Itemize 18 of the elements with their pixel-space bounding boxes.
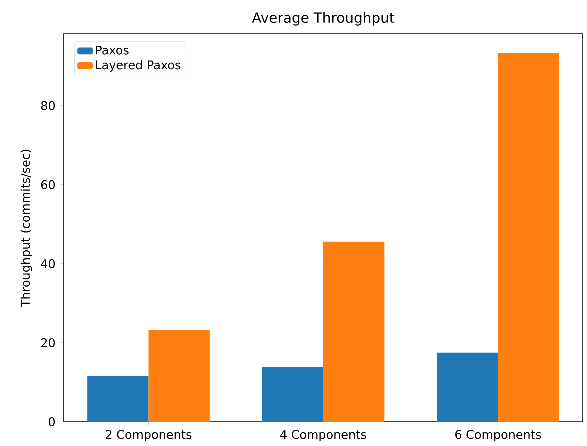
- bar: [324, 242, 385, 422]
- legend-label: Paxos: [96, 46, 129, 55]
- bar: [498, 52, 560, 422]
- y-tick-label: 0: [48, 417, 56, 427]
- bar: [148, 330, 210, 422]
- chart-title: Average Throughput: [252, 12, 395, 26]
- legend-label: Layered Paxos: [96, 60, 181, 72]
- bar: [88, 376, 149, 422]
- bar: [262, 367, 324, 422]
- y-tick-label: 60: [41, 180, 56, 190]
- y-tick-label: 40: [41, 259, 56, 268]
- y-tick-label: 20: [41, 338, 56, 348]
- x-tick-label: 6 Components: [456, 430, 542, 442]
- x-tick-label: 4 Components: [280, 430, 366, 442]
- x-tick-label: 2 Components: [106, 430, 192, 442]
- bar: [437, 352, 498, 422]
- y-axis-title: Throughput (commits/sec): [20, 150, 32, 308]
- y-tick-label: 80: [41, 101, 56, 110]
